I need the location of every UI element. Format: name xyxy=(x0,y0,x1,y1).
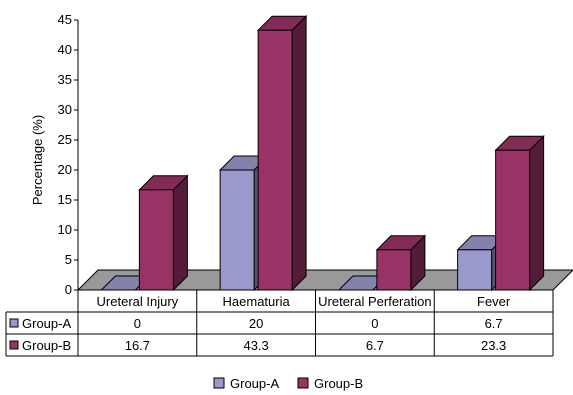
legend: Group-A Group-B xyxy=(213,376,363,391)
legend-label: Group-A xyxy=(230,376,279,391)
y-tick-label: 10 xyxy=(58,222,72,237)
table-value: 0 xyxy=(134,316,141,331)
bars xyxy=(100,14,545,292)
table-value: 43.3 xyxy=(243,338,268,353)
legend-swatch xyxy=(297,377,309,389)
y-tick-label: 25 xyxy=(58,132,72,147)
table-series-name: Group-A xyxy=(22,316,71,331)
y-tick-label: 15 xyxy=(58,192,72,207)
data-table: Ureteral Injury Haematuria Ureteral Perfer… xyxy=(5,290,554,357)
y-axis: 0 5 10 15 20 25 30 35 40 45 xyxy=(58,12,79,297)
table-value: 6.7 xyxy=(366,338,384,353)
category-label: Fever xyxy=(477,294,511,309)
category-label: Haematuria xyxy=(223,294,291,309)
category-label: Ureteral Injury xyxy=(97,294,179,309)
bar-group-b xyxy=(138,174,189,292)
table-series-name: Group-B xyxy=(22,338,71,353)
table-value: 20 xyxy=(249,316,263,331)
y-tick-label: 20 xyxy=(58,162,72,177)
y-axis-label: Percentage (%) xyxy=(30,115,45,205)
bar-group-b xyxy=(494,134,545,292)
table-series-swatch xyxy=(9,318,19,328)
table-value: 6.7 xyxy=(485,316,503,331)
table-series-swatch xyxy=(9,340,19,350)
table-value: 23.3 xyxy=(481,338,506,353)
table-value: 16.7 xyxy=(125,338,150,353)
category-label: Ureteral Perferation xyxy=(318,294,431,309)
bar-group-b xyxy=(375,234,427,292)
y-tick-label: 40 xyxy=(58,42,72,57)
y-tick-label: 0 xyxy=(65,282,72,297)
bar-group-b xyxy=(256,14,308,292)
y-tick-label: 35 xyxy=(58,72,72,87)
y-tick-label: 30 xyxy=(58,102,72,117)
y-tick-label: 5 xyxy=(65,252,72,267)
legend-label: Group-B xyxy=(314,376,363,391)
y-tick-label: 45 xyxy=(58,12,72,27)
legend-swatch xyxy=(213,377,225,389)
table-value: 0 xyxy=(371,316,378,331)
